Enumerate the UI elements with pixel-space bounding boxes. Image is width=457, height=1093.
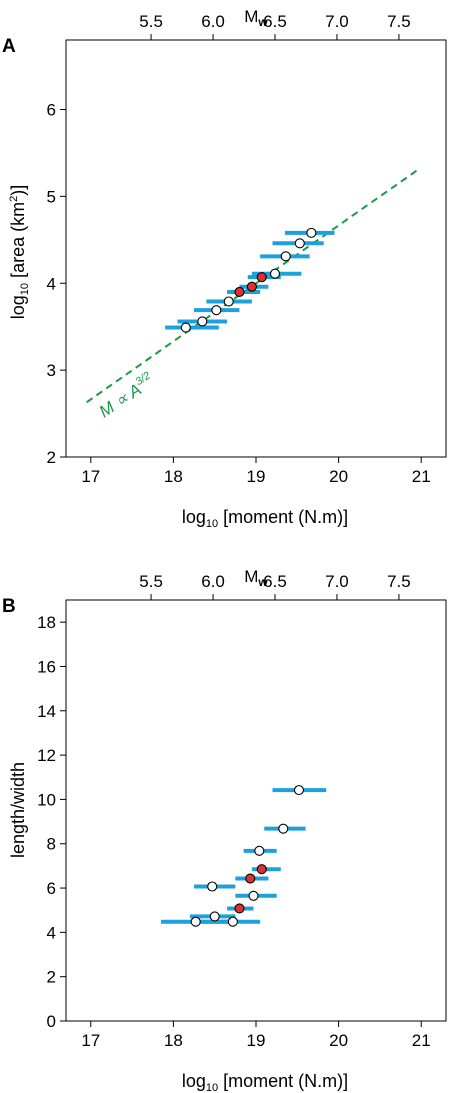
panel-b: B Mw 5.5 6.0 6.5 7.0 7.5 17 18 19 20 21 02468101… [2,567,447,1093]
fit-line-annotation: M ∝ A3/2 [95,370,158,422]
panel-b-y-tick-label: 14 [37,702,56,721]
panel-b-y-tick-label: 12 [37,746,56,765]
panel-b-x-title: log10 [moment (N.m)] [182,1071,348,1093]
panel-a-x-tick-label: 19 [247,467,266,486]
panel-a-y-tick-label: 5 [47,187,56,206]
panel-a-data-point [211,305,222,316]
panel-b-data-point [245,873,256,884]
panel-a-data [165,227,335,333]
panel-a-data-point [269,268,281,279]
panel-b-top-tick-label: 5.5 [139,572,163,591]
panel-a-y-tick-label: 3 [47,361,56,380]
panel-b-top-tick-label: 6.0 [201,572,225,591]
panel-a-data-point [246,281,257,292]
panel-a-top-tick-label: 7.5 [387,12,411,31]
panel-a-top-tick-label: 6.0 [201,12,225,31]
panel-b-x-tick-label: 18 [164,1031,183,1050]
panel-b-top-tick-label: 7.5 [387,572,411,591]
panel-a-data-point [294,238,305,249]
panel-letter-a: A [2,36,16,57]
panel-b-top-tick-label: 6.5 [263,572,287,591]
panel-b-y-tick-label: 18 [37,613,56,632]
panel-b-data-point [256,864,267,875]
panel-b-x-tick-label: 21 [412,1031,431,1050]
panel-b-x-tick-label: 20 [329,1031,348,1050]
panel-b-data-point [209,911,220,922]
panel-b-x-tick-label: 17 [81,1031,100,1050]
panel-a-data-point [197,316,208,327]
panel-a-y-tick-label: 6 [47,101,56,120]
panel-a-data-point [223,296,234,307]
panel-a-y-axis: 2 3 4 5 6 [47,101,66,467]
panel-b-data [161,785,327,927]
panel-a-top-tick-label: 7.0 [325,12,349,31]
panel-b-data-point [227,916,238,927]
panel-a-x-tick-label: 21 [412,467,431,486]
panel-a-x-tick-label: 20 [329,467,348,486]
panel-a-x-tick-label: 17 [81,467,100,486]
panel-b-data-point [190,916,201,927]
panel-a-x-title: log10 [moment (N.m)] [182,507,348,530]
panel-b-data-point [278,823,289,834]
panel-b-y-title: length/width [8,762,28,858]
panel-letter-b: B [2,596,16,617]
panel-a-top-tick-label: 5.5 [139,12,163,31]
panel-b-x-tick-label: 19 [247,1031,266,1050]
panel-b-y-tick-label: 8 [47,835,56,854]
panel-b-y-tick-label: 16 [37,657,56,676]
panel-b-frame [65,599,447,1022]
panel-a-data-point [256,272,267,283]
panel-a-x-axis: 17 18 19 20 21 [81,457,431,486]
panel-b-data-point [248,890,259,901]
panel-a-y-tick-label: 4 [47,274,56,293]
panel-b-x-axis: 17 18 19 20 21 [81,1021,431,1050]
panel-b-data-point [207,881,218,892]
panel-a-top-axis: 5.5 6.0 6.5 7.0 7.5 [139,12,411,40]
panel-b-data-point [234,903,245,914]
panel-a-x-tick-label: 18 [164,467,183,486]
panel-b-data-point [254,845,265,856]
panel-b-top-axis: 5.5 6.0 6.5 7.0 7.5 [139,572,411,600]
panel-b-y-tick-label: 0 [47,1012,56,1031]
panel-a-data-point [280,251,291,262]
panel-b-top-tick-label: 7.0 [325,572,349,591]
panel-b-y-tick-label: 2 [47,968,56,987]
panel-a-data-point [180,322,191,333]
panel-b-data-point [293,785,305,796]
panel-b-y-tick-label: 6 [47,879,56,898]
panel-a-y-tick-label: 2 [47,448,56,467]
panel-b-y-axis: 0 2 4 6 8 10 12 14 16 18 [37,613,66,1031]
panel-b-y-tick-label: 4 [47,923,56,942]
panel-b-y-tick-label: 10 [37,790,56,809]
panel-a-data-point [234,286,245,297]
panel-a-y-title: log10 [area (km2)] [8,185,31,319]
panel-a-fit-line-path [86,169,418,404]
panel-a-top-tick-label: 6.5 [263,12,287,31]
panel-a-fit-line [86,169,418,404]
panel-a-data-point [306,227,317,238]
